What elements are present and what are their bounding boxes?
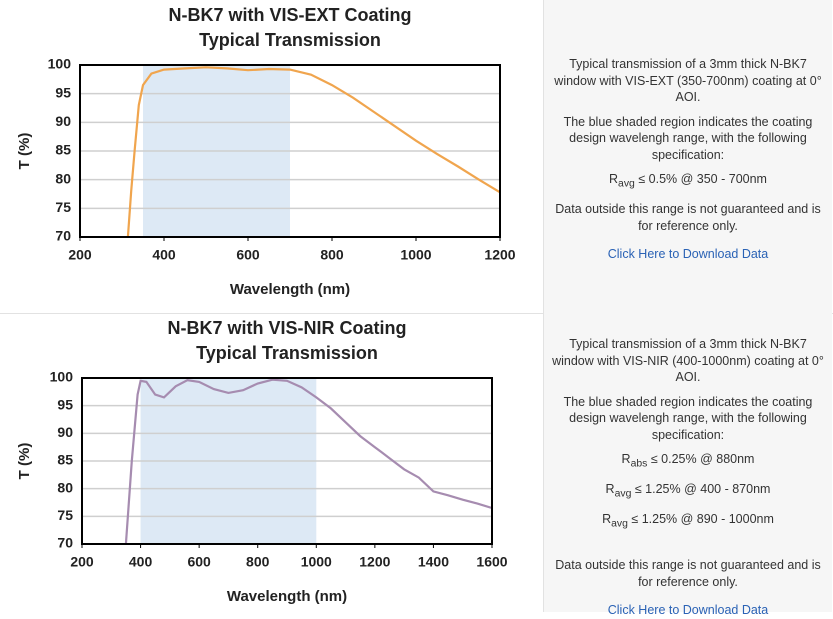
spec-list: Rabs ≤ 0.25% @ 880nm Ravg ≤ 1.25% @ 400 -…	[550, 451, 826, 533]
x-tick-label: 200	[70, 554, 94, 570]
chart-subtitle: Typical Transmission	[199, 30, 381, 50]
spec-text: ≤ 1.25% @ 400 - 870nm	[634, 482, 771, 496]
separator	[0, 313, 833, 314]
spec-subscript: abs	[630, 458, 648, 470]
spec-text: ≤ 0.25% @ 880nm	[650, 452, 755, 466]
x-tick-label: 1000	[400, 247, 431, 263]
plot-frame	[79, 64, 501, 238]
spec-symbol: R	[602, 512, 612, 526]
x-tick-label: 1600	[476, 554, 507, 570]
x-tick-label: 800	[246, 554, 270, 570]
spec-symbol: R	[609, 172, 619, 186]
disclaimer: Data outside this range is not guarantee…	[555, 202, 821, 233]
spec-text: ≤ 0.5% @ 350 - 700nm	[638, 172, 767, 186]
spec-subscript: avg	[618, 178, 635, 190]
x-tick-label: 1400	[418, 554, 449, 570]
y-tick-label: 100	[48, 56, 72, 72]
y-tick-label: 95	[57, 396, 73, 412]
data-line	[124, 378, 493, 545]
y-tick-label: 95	[55, 84, 71, 100]
spec-symbol: R	[605, 482, 615, 496]
spec: Ravg ≤ 1.25% @ 400 - 870nm	[550, 481, 826, 503]
y-tick-label: 85	[57, 452, 73, 468]
y-tick-label: 90	[57, 424, 73, 440]
y-tick-label: 85	[55, 142, 71, 158]
y-tick-label: 70	[55, 228, 71, 244]
shade-note: The blue shaded region indicates the coa…	[563, 394, 813, 442]
spec-list: Ravg ≤ 0.5% @ 350 - 700nm	[550, 171, 826, 193]
spec: Ravg ≤ 1.25% @ 890 - 1000nm	[550, 511, 826, 533]
plot-frame	[81, 377, 493, 545]
chart-title: N-BK7 with VIS-NIR Coating	[168, 318, 407, 338]
x-tick-label: 600	[236, 247, 260, 263]
disclaimer: Data outside this range is not guarantee…	[555, 558, 821, 589]
spec: Ravg ≤ 0.5% @ 350 - 700nm	[550, 171, 826, 193]
description: Typical transmission of a 3mm thick N-BK…	[552, 337, 824, 384]
y-tick-label: 90	[55, 113, 71, 129]
data-line	[126, 66, 501, 238]
x-tick-label: 1200	[359, 554, 390, 570]
x-tick-label: 200	[68, 247, 92, 263]
x-tick-label: 600	[187, 554, 211, 570]
spec-subscript: avg	[611, 518, 628, 530]
chart-title: N-BK7 with VIS-EXT Coating	[169, 5, 412, 25]
x-axis-label: Wavelength (nm)	[227, 588, 347, 605]
x-tick-label: 800	[320, 247, 344, 263]
info-panel: Typical transmission of a 3mm thick N-BK…	[543, 0, 832, 313]
download-link[interactable]: Click Here to Download Data	[607, 247, 769, 261]
y-tick-label: 75	[55, 199, 71, 215]
x-tick-label: 1000	[301, 554, 332, 570]
y-tick-label: 100	[50, 369, 74, 385]
y-tick-label: 80	[55, 170, 71, 186]
x-tick-label: 400	[129, 554, 153, 570]
spec-subscript: avg	[614, 488, 632, 500]
charts: N-BK7 with VIS-EXT Coating Typical Transm…	[16, 5, 516, 605]
x-tick-label: 400	[152, 247, 176, 263]
x-axis-label: Wavelength (nm)	[230, 281, 350, 298]
spec-symbol: R	[621, 452, 631, 466]
y-axis-label: T (%)	[16, 133, 33, 170]
spec: Rabs ≤ 0.25% @ 880nm	[550, 451, 826, 473]
shade-note: The blue shaded region indicates the coa…	[563, 114, 813, 162]
y-axis-label: T (%)	[16, 443, 33, 480]
y-tick-label: 80	[57, 479, 73, 495]
download-link[interactable]: Click Here to Download Data	[607, 603, 769, 617]
y-tick-label: 75	[57, 507, 73, 523]
info-panel: Typical transmission of a 3mm thick N-BK…	[543, 313, 832, 617]
y-tick-label: 70	[57, 535, 73, 551]
description: Typical transmission of a 3mm thick N-BK…	[554, 57, 822, 104]
spec-text: ≤ 1.25% @ 890 - 1000nm	[631, 512, 774, 526]
x-tick-label: 1200	[484, 247, 515, 263]
chart-subtitle: Typical Transmission	[196, 343, 378, 363]
